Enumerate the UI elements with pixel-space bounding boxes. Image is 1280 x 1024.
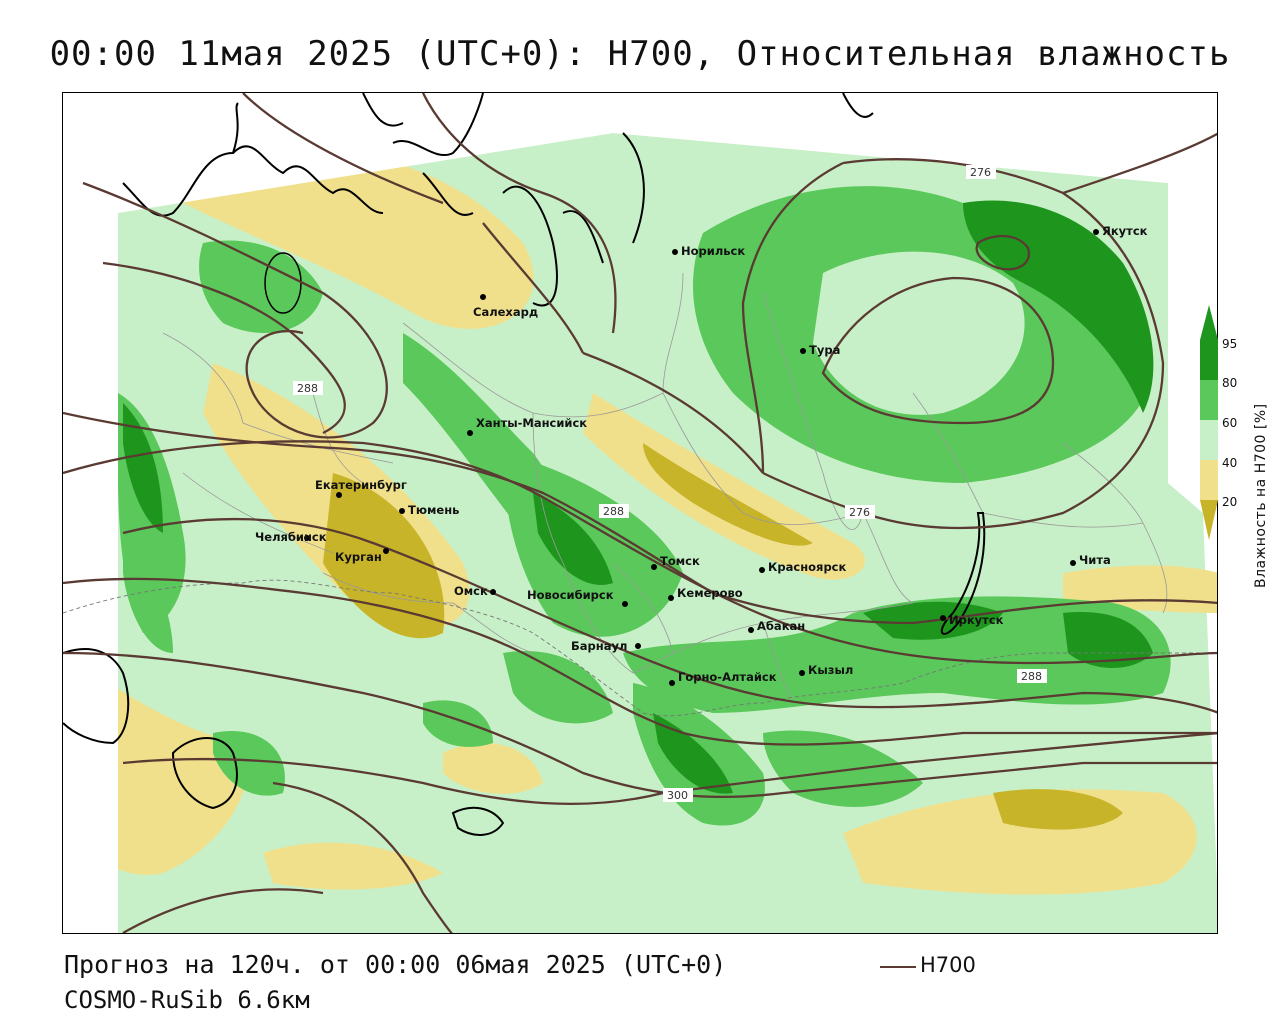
h700-contours (63, 93, 1217, 933)
svg-text:Норильск: Норильск (681, 244, 745, 258)
colorbar-tick-80: 80 (1222, 376, 1238, 390)
city-tyumen[interactable]: Тюмень (399, 503, 459, 517)
coastlines (63, 93, 986, 836)
svg-text:Барнаул: Барнаул (571, 639, 627, 653)
city-gorno-altaysk[interactable]: Горно-Алтайск (669, 670, 777, 686)
svg-text:Чита: Чита (1079, 553, 1111, 567)
svg-text:Челябинск: Челябинск (255, 530, 327, 544)
country-border (63, 579, 1217, 717)
svg-text:Горно-Алтайск: Горно-Алтайск (678, 670, 777, 684)
contour-legend-label: H700 (920, 953, 976, 977)
svg-text:Абакан: Абакан (757, 619, 805, 633)
city-tomsk[interactable]: Томск (651, 554, 700, 570)
contour-legend-line (880, 966, 916, 968)
contour-label: 276 (849, 506, 870, 519)
svg-text:Красноярск: Красноярск (768, 560, 846, 574)
outside-domain (63, 93, 1217, 693)
svg-text:Ханты-Мансийск: Ханты-Мансийск (476, 416, 587, 430)
contour-labels: 276 276 288 288 288 288 300 (293, 165, 1047, 802)
city-kurgan[interactable]: Курган (335, 548, 389, 564)
humidity-map: 276 276 288 288 288 288 300 Норильск Яку… (63, 93, 1217, 933)
humidity-colorbar (1200, 305, 1218, 540)
city-krasnoyarsk[interactable]: Красноярск (759, 560, 846, 574)
svg-text:Салехард: Салехард (473, 305, 538, 319)
map-title: 00:00 11мая 2025 (UTC+0): H700, Относите… (49, 34, 1231, 74)
city-kyzyl[interactable]: Кызыл (799, 663, 853, 677)
city-khanty-mansiysk[interactable]: Ханты-Мансийск (467, 416, 587, 436)
svg-text:Новосибирск: Новосибирск (527, 588, 614, 602)
city-chita[interactable]: Чита (1070, 553, 1111, 567)
city-chelyabinsk[interactable]: Челябинск (255, 530, 327, 544)
svg-text:Екатеринбург: Екатеринбург (315, 478, 407, 492)
city-barnaul[interactable]: Барнаул (571, 639, 641, 653)
city-kemerovo[interactable]: Кемерово (668, 586, 743, 601)
svg-text:Томск: Томск (660, 554, 700, 568)
city-salekhard[interactable]: Салехард (473, 294, 538, 319)
city-norilsk[interactable]: Норильск (672, 244, 745, 258)
city-irkutsk[interactable]: Иркутск (940, 613, 1004, 627)
contour-label: 288 (1021, 670, 1042, 683)
city-novosibirsk[interactable]: Новосибирск (527, 588, 628, 607)
city-yekaterinburg[interactable]: Екатеринбург (315, 478, 407, 498)
humidity-fields (63, 109, 1217, 933)
colorbar-tick-95: 95 (1222, 337, 1238, 351)
map-area: 276 276 288 288 288 288 300 Норильск Яку… (62, 92, 1218, 934)
city-yakutsk[interactable]: Якутск (1093, 224, 1148, 238)
cities: Норильск Якутск Салехард Тура Ханты-Манс… (255, 224, 1148, 686)
contour-label: 300 (667, 789, 688, 802)
contour-label: 288 (297, 382, 318, 395)
city-omsk[interactable]: Омск (454, 584, 496, 598)
svg-text:Иркутск: Иркутск (949, 613, 1004, 627)
contour-label: 288 (603, 505, 624, 518)
svg-text:Тюмень: Тюмень (408, 503, 459, 517)
colorbar-tick-20: 20 (1222, 495, 1238, 509)
svg-text:Кызыл: Кызыл (808, 663, 853, 677)
svg-text:Омск: Омск (454, 584, 488, 598)
svg-text:Кемерово: Кемерово (677, 586, 743, 600)
colorbar-tick-40: 40 (1222, 456, 1238, 470)
forecast-info: Прогноз на 120ч. от 00:00 06мая 2025 (UT… (64, 950, 727, 979)
svg-text:Курган: Курган (335, 550, 382, 564)
colorbar-tick-60: 60 (1222, 416, 1238, 430)
contour-label: 276 (970, 166, 991, 179)
model-name: COSMO-RuSib 6.6км (64, 986, 310, 1014)
city-abakan[interactable]: Абакан (748, 619, 805, 633)
svg-text:Якутск: Якутск (1102, 224, 1148, 238)
city-tura[interactable]: Тура (800, 343, 840, 357)
colorbar-title: Влажность на H700 [%] (1253, 403, 1269, 588)
svg-text:Тура: Тура (809, 343, 840, 357)
